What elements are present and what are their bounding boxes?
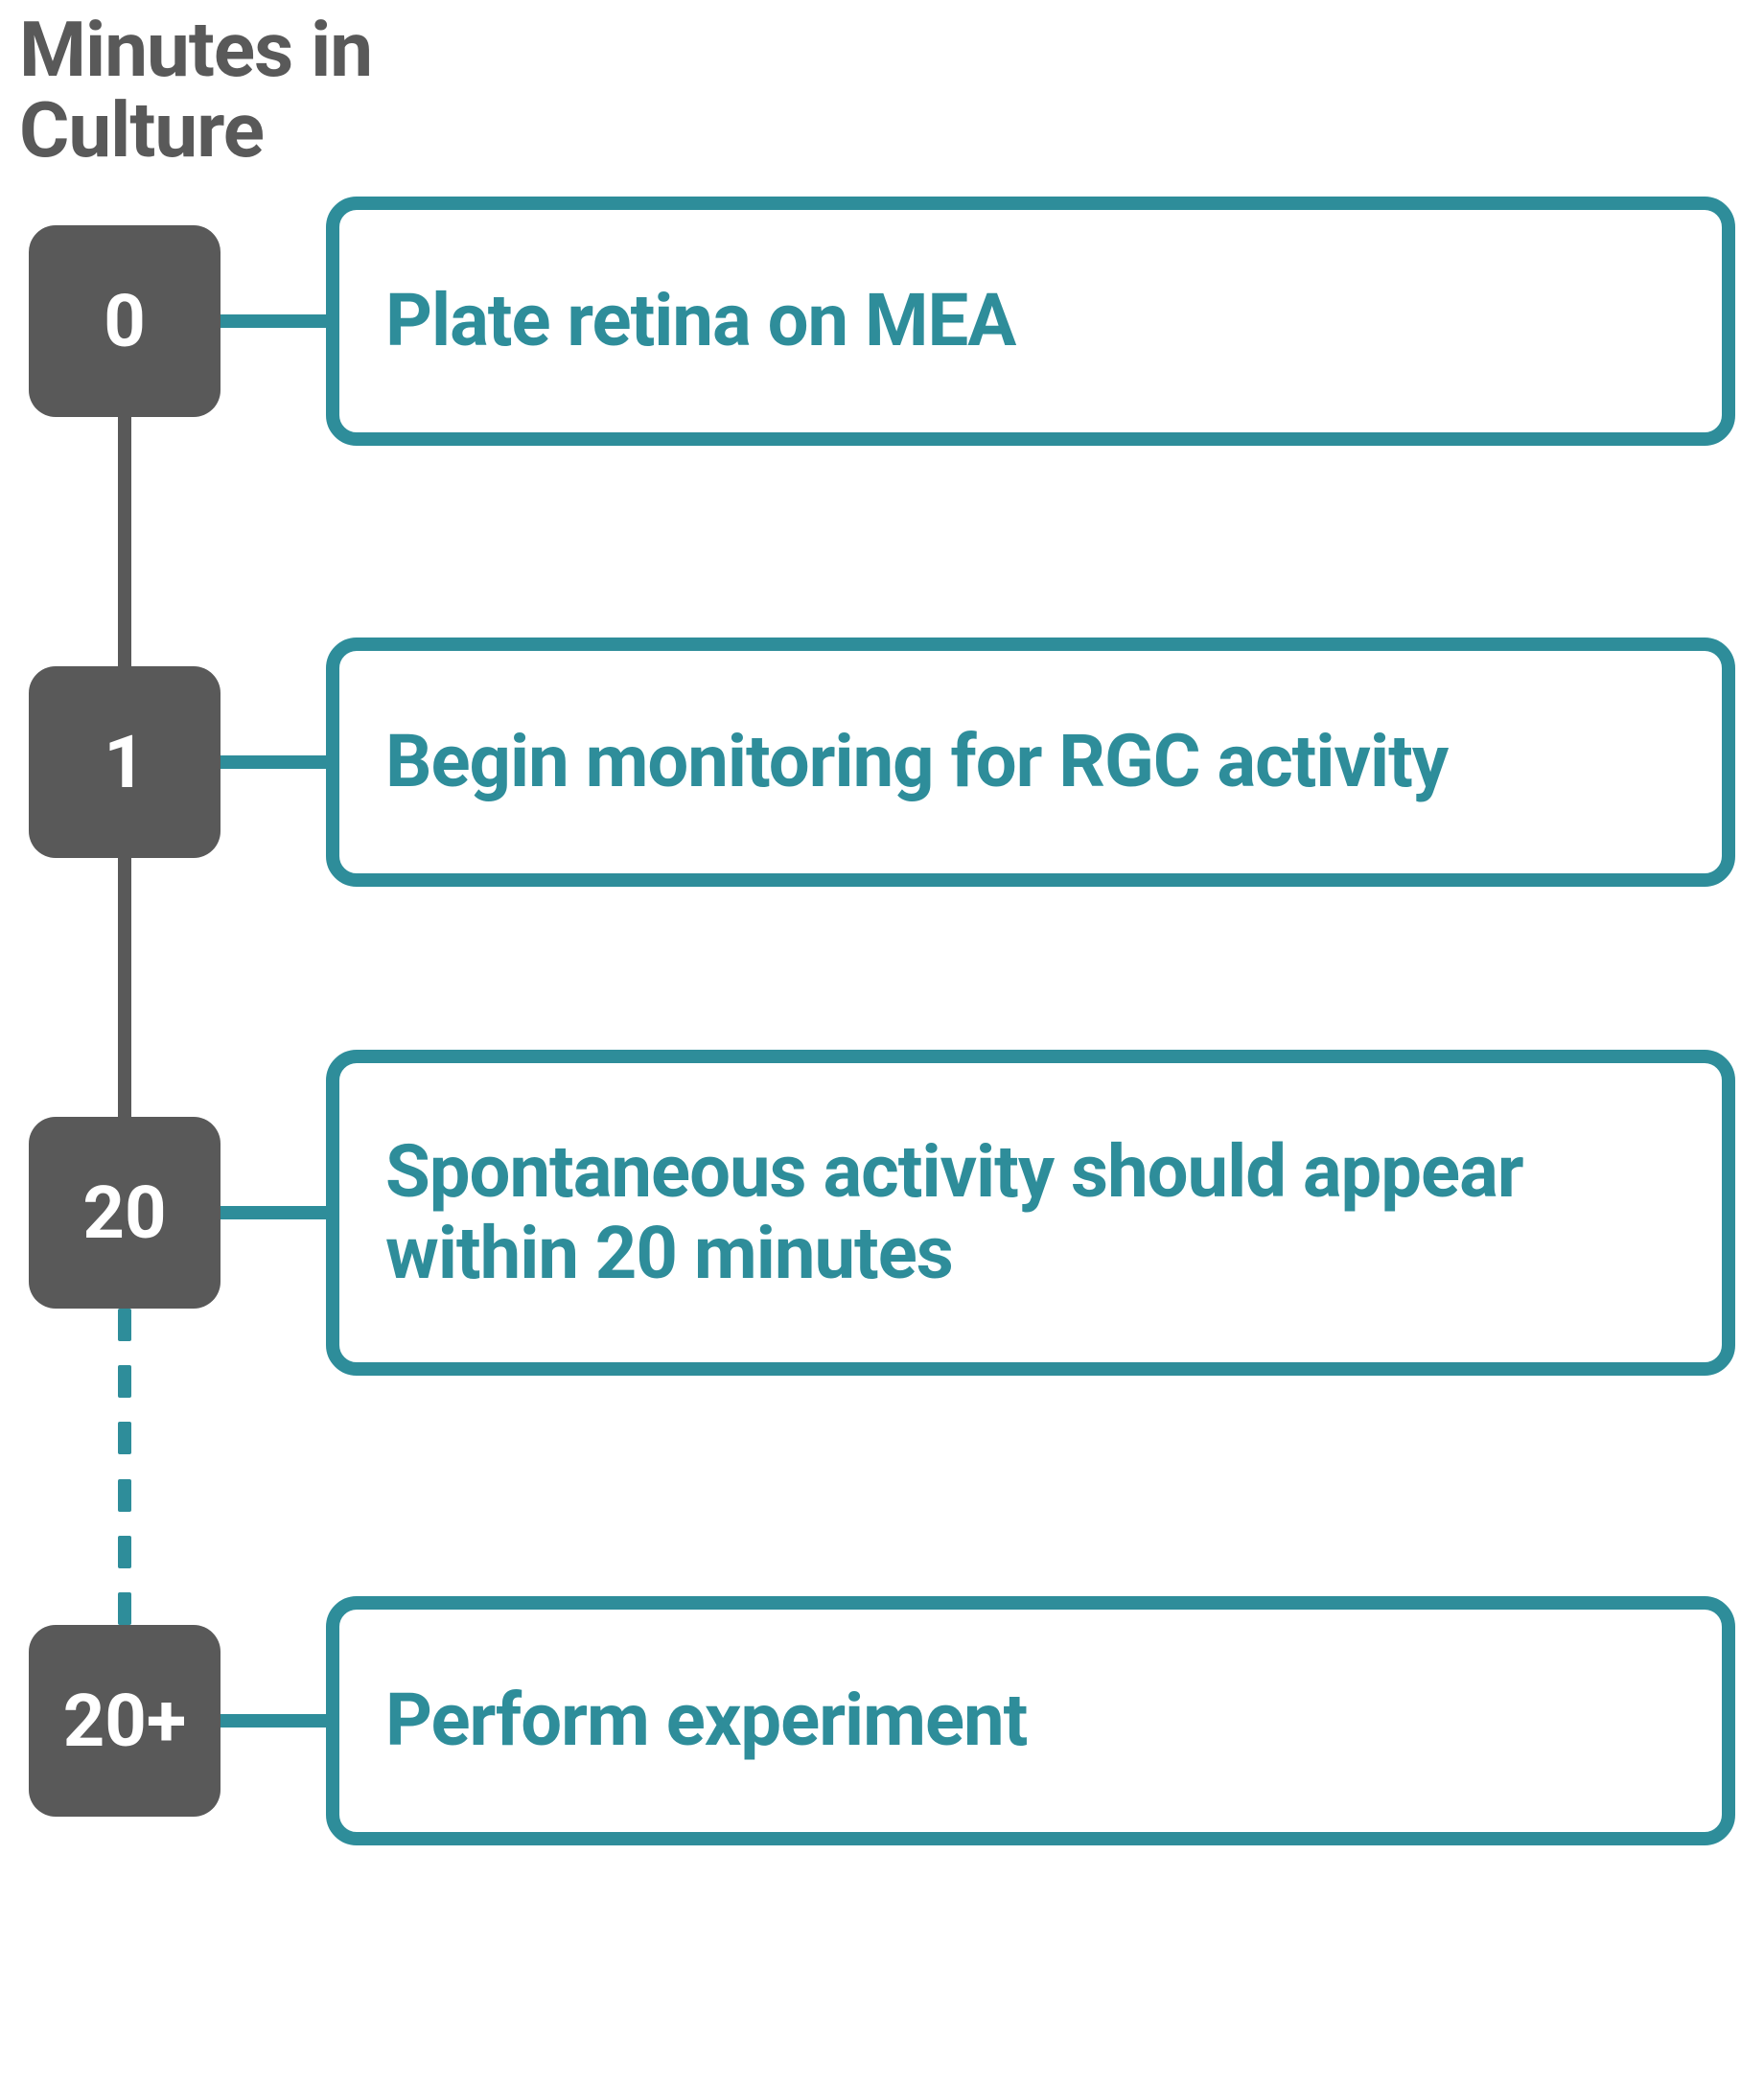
time-node: 0	[29, 225, 220, 417]
time-label: 0	[104, 278, 146, 364]
step-box: Plate retina on MEA	[326, 197, 1735, 446]
vertical-connector-2-3-dashed	[118, 1309, 131, 1625]
step-label: Begin monitoring for RGC activity	[385, 721, 1448, 802]
time-label: 20	[82, 1170, 166, 1256]
step-row: 20+ Perform experiment	[29, 1625, 1735, 1817]
vertical-connector-1-2	[118, 858, 131, 1117]
step-box: Begin monitoring for RGC activity	[326, 638, 1735, 887]
header-line-2: Culture	[19, 90, 372, 171]
time-label: 1	[104, 719, 146, 805]
vertical-connector-0-1	[118, 417, 131, 666]
step-label: Plate retina on MEA	[385, 280, 1015, 361]
step-row: 0 Plate retina on MEA	[29, 225, 1735, 417]
horizontal-connector	[220, 1714, 326, 1728]
horizontal-connector	[220, 1206, 326, 1219]
horizontal-connector	[220, 314, 326, 328]
timeline: 0 Plate retina on MEA 1 Begin monitoring…	[29, 225, 1735, 2029]
header-line-1: Minutes in	[19, 10, 372, 90]
header: Minutes in Culture	[19, 10, 372, 171]
horizontal-connector	[220, 755, 326, 769]
step-box: Spontaneous activity should appear withi…	[326, 1050, 1735, 1376]
step-label: Spontaneous activity should appear withi…	[385, 1131, 1676, 1294]
timeline-diagram: Minutes in Culture 0 Plate retina on MEA…	[0, 0, 1764, 2087]
time-node: 20+	[29, 1625, 220, 1817]
step-row: 1 Begin monitoring for RGC activity	[29, 666, 1735, 858]
time-node: 1	[29, 666, 220, 858]
step-label: Perform experiment	[385, 1680, 1027, 1761]
time-node: 20	[29, 1117, 220, 1309]
step-row: 20 Spontaneous activity should appear wi…	[29, 1117, 1735, 1309]
step-box: Perform experiment	[326, 1596, 1735, 1845]
time-label: 20+	[63, 1678, 187, 1764]
